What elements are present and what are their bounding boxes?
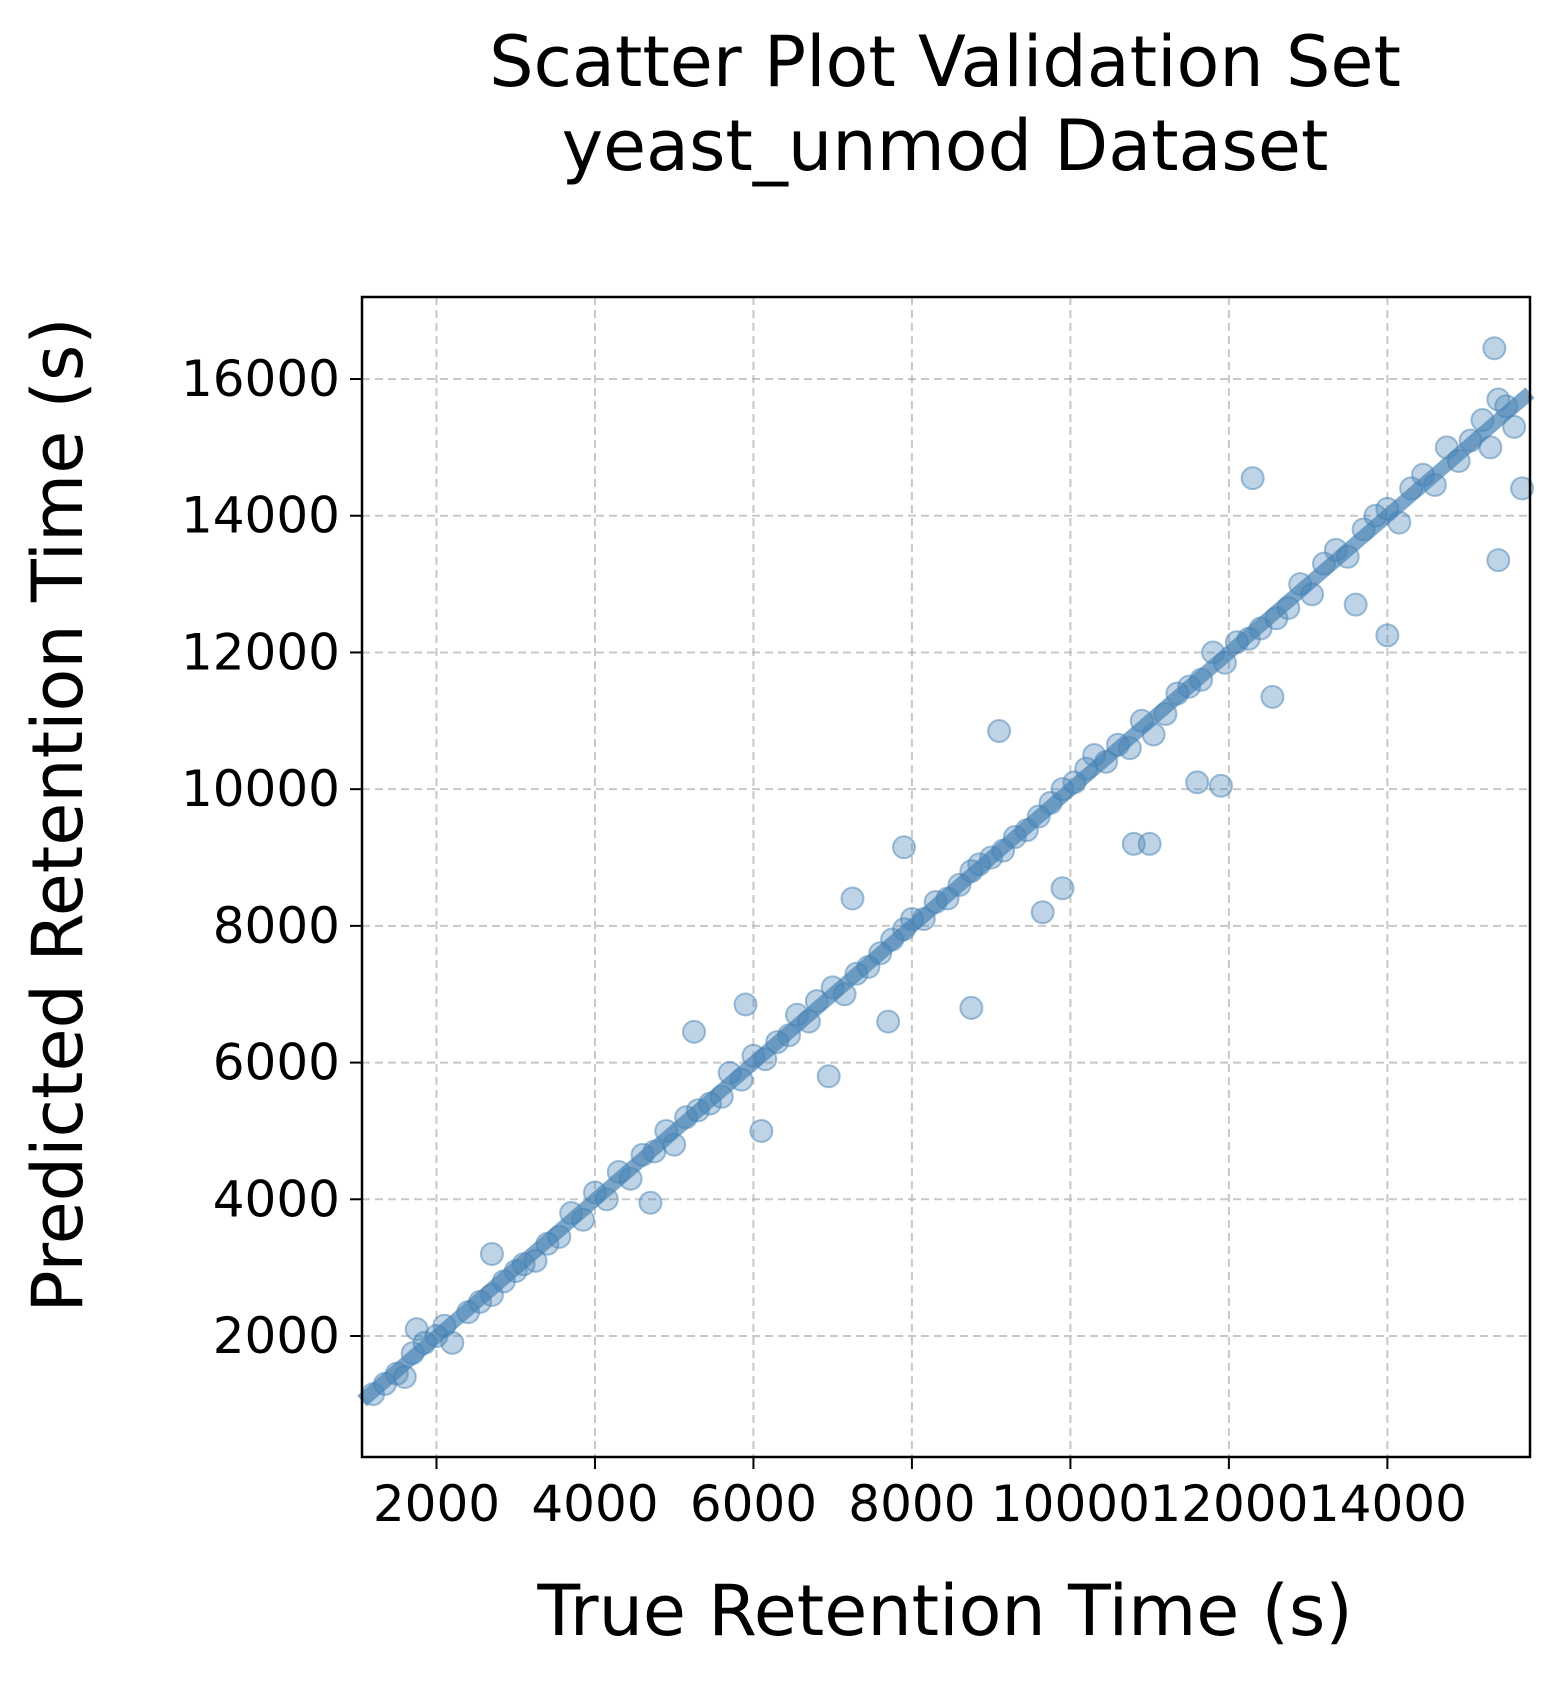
x-axis-ticks: 2000 4000 6000 8000 10000 12000 14000 xyxy=(373,1457,1467,1533)
data-point xyxy=(733,992,758,1017)
data-point xyxy=(816,1064,841,1089)
data-point xyxy=(892,835,917,860)
x-tick-label: 2000 xyxy=(373,1475,500,1533)
data-point xyxy=(1343,592,1368,617)
data-point xyxy=(682,1019,707,1044)
y-tick-label: 8000 xyxy=(213,897,340,955)
x-tick-label: 10000 xyxy=(991,1475,1150,1533)
y-axis-ticks: 2000 4000 6000 8000 10000 12000 14000 16000 xyxy=(181,350,362,1365)
data-point xyxy=(1482,336,1507,361)
chart-title: Scatter Plot Validation Set xyxy=(489,21,1401,103)
data-point xyxy=(638,1190,663,1215)
y-axis-label: Predicted Retention Time (s) xyxy=(17,317,99,1312)
y-tick-label: 12000 xyxy=(181,623,340,681)
data-point xyxy=(1486,548,1511,573)
data-point xyxy=(1478,435,1503,460)
x-tick-label: 6000 xyxy=(690,1475,817,1533)
y-tick-label: 10000 xyxy=(181,760,340,818)
data-point xyxy=(479,1241,504,1266)
data-point xyxy=(1260,684,1285,709)
chart-subtitle: yeast_unmod Dataset xyxy=(562,105,1329,187)
y-tick-label: 14000 xyxy=(181,487,340,545)
data-point xyxy=(959,995,984,1020)
y-tick-label: 6000 xyxy=(213,1034,340,1092)
grid xyxy=(362,297,1530,1457)
x-tick-label: 12000 xyxy=(1149,1475,1308,1533)
data-point xyxy=(840,886,865,911)
data-point xyxy=(1502,414,1527,439)
data-point xyxy=(1375,623,1400,648)
plot-area-frame xyxy=(360,295,1532,1459)
data-point xyxy=(1137,831,1162,856)
data-point xyxy=(987,719,1012,744)
data-point xyxy=(1050,876,1075,901)
data-point xyxy=(876,1009,901,1034)
data-point xyxy=(1240,466,1265,491)
data-point xyxy=(1510,476,1535,501)
x-tick-label: 14000 xyxy=(1308,1475,1467,1533)
x-tick-label: 8000 xyxy=(848,1475,975,1533)
trend-line xyxy=(357,387,1535,1407)
data-point xyxy=(749,1118,774,1143)
data-point xyxy=(1185,770,1210,795)
y-tick-label: 4000 xyxy=(213,1170,340,1228)
y-tick-label: 16000 xyxy=(181,350,340,408)
x-axis-label: True Retention Time (s) xyxy=(536,1570,1352,1652)
data-point xyxy=(1030,900,1055,925)
y-tick-label: 2000 xyxy=(213,1307,340,1365)
trend-line-group xyxy=(357,387,1535,1407)
data-point xyxy=(1208,773,1233,798)
x-tick-label: 4000 xyxy=(531,1475,658,1533)
